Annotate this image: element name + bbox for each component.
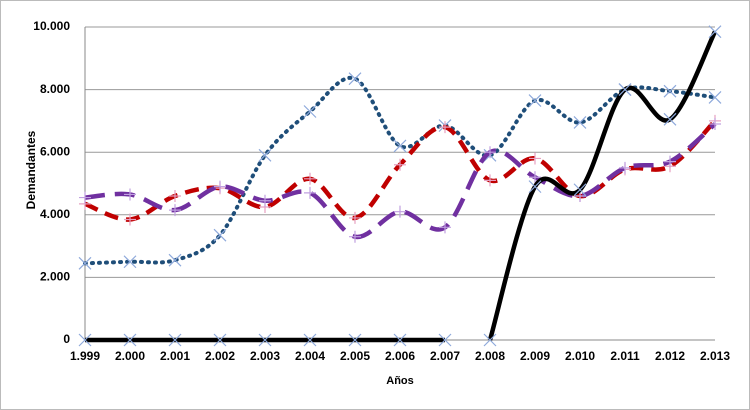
data-point: [708, 25, 722, 39]
data-point: [168, 333, 182, 347]
y-tick-label: 4.000: [40, 207, 70, 221]
y-tick-label: 0: [63, 332, 70, 346]
x-tick-label: 2.011: [610, 349, 640, 363]
data-point: [484, 146, 496, 159]
data-point: [438, 333, 452, 347]
data-point: [213, 228, 227, 242]
series-line: [84, 122, 717, 239]
x-axis-title: Años: [386, 375, 414, 387]
data-point: [259, 194, 271, 207]
x-tick-label: 2.001: [160, 349, 190, 363]
data-point: [528, 94, 542, 107]
y-tick-label: 8.000: [40, 82, 70, 96]
data-point: [394, 205, 406, 218]
y-axis-title: Demandantes: [24, 130, 38, 209]
data-point: [663, 84, 677, 98]
data-point: [214, 180, 226, 193]
data-point: [124, 213, 136, 226]
y-tick-label: 2.000: [40, 270, 70, 284]
data-point: [79, 191, 91, 204]
data-point: [168, 253, 182, 267]
x-tick-label: 2.003: [250, 349, 280, 363]
x-tick-label: 2.010: [565, 349, 595, 363]
data-point: [258, 148, 272, 162]
data-point: [394, 158, 406, 171]
data-point: [664, 155, 676, 168]
data-point: [348, 72, 362, 86]
data-point: [529, 152, 541, 165]
data-point: [213, 333, 227, 347]
data-point: [573, 116, 587, 129]
data-point: [618, 83, 632, 97]
x-tick-label: 2.006: [385, 349, 415, 363]
data-point: [349, 230, 361, 243]
data-point: [484, 174, 496, 187]
data-point: [348, 333, 362, 347]
data-point: [78, 333, 92, 347]
data-point: [439, 121, 451, 134]
x-tick-label: 2.005: [340, 349, 370, 363]
data-point: [709, 118, 721, 131]
data-point: [78, 256, 92, 270]
data-point: [663, 112, 677, 126]
x-tick-label: 2.007: [430, 349, 460, 363]
x-tick-label: 2.009: [520, 349, 550, 363]
data-point: [393, 333, 407, 347]
y-tick-label: 10.000: [33, 19, 70, 33]
data-point: [439, 221, 451, 234]
data-point: [123, 333, 137, 347]
data-point: [124, 188, 136, 201]
data-point: [303, 333, 317, 347]
series-line: [83, 75, 717, 266]
data-point: [619, 161, 631, 174]
x-tick-label: 2.002: [205, 349, 235, 363]
data-point: [304, 186, 316, 199]
data-point: [169, 204, 181, 217]
data-point: [169, 190, 181, 203]
data-point: [708, 91, 722, 104]
data-point: [483, 333, 497, 347]
x-tick-label: 1.999: [70, 349, 100, 363]
x-tick-label: 2.000: [115, 349, 145, 363]
data-point: [304, 172, 316, 185]
data-point: [573, 183, 587, 197]
data-point: [529, 171, 541, 184]
data-point: [349, 211, 361, 224]
data-point: [303, 105, 317, 118]
data-point: [258, 333, 272, 347]
y-tick-label: 6.000: [40, 144, 70, 158]
data-point: [528, 180, 542, 194]
x-tick-label: 2.013: [700, 349, 730, 363]
x-tick-label: 2.004: [295, 349, 325, 363]
data-point: [393, 139, 407, 153]
data-point: [123, 255, 137, 269]
x-tick-label: 2.012: [655, 349, 685, 363]
x-tick-label: 2.008: [475, 349, 505, 363]
